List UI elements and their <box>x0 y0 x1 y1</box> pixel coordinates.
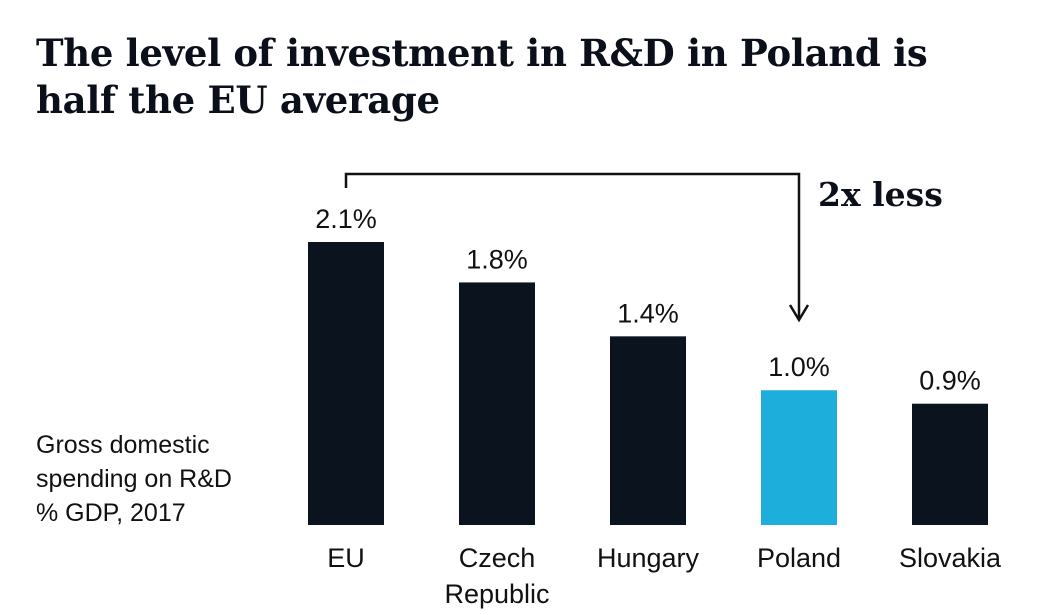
category-label-3-line-0: Poland <box>757 543 841 573</box>
category-label-1-line-0: Czech <box>459 543 536 573</box>
category-label-1: Czech Republic <box>444 543 549 609</box>
category-label-0-line-0: EU <box>327 543 365 573</box>
category-label-2-line-0: Hungary <box>597 543 700 573</box>
chart-title: The level of investment in R&D in Poland… <box>36 31 928 122</box>
comparison-annotation: 2x less <box>818 175 943 214</box>
value-label-2: 1.4% <box>617 298 679 328</box>
category-label-3: Poland <box>757 543 841 573</box>
category-label-1-line-1: Republic <box>444 579 549 609</box>
value-label-1: 1.8% <box>466 244 528 274</box>
value-label-3: 1.0% <box>768 352 830 382</box>
bar-2 <box>610 336 686 525</box>
value-label-4: 0.9% <box>919 366 981 396</box>
bar-4 <box>912 403 988 525</box>
bar-1 <box>459 282 535 525</box>
category-label-0: EU <box>327 543 365 573</box>
category-label-4-line-0: Slovakia <box>899 543 1002 573</box>
y-axis-label-line-2: spending on R&D <box>36 465 232 493</box>
value-label-0: 2.1% <box>315 204 377 234</box>
category-label-4: Slovakia <box>899 543 1002 573</box>
bar-3 <box>761 390 837 525</box>
category-label-2: Hungary <box>597 543 700 573</box>
y-axis-label-line-3: % GDP, 2017 <box>36 499 186 527</box>
y-axis-label-line-1: Gross domestic <box>36 431 210 459</box>
bar-0 <box>308 242 384 525</box>
arrow-head-icon <box>788 304 810 323</box>
comparison-bracket <box>344 172 801 318</box>
y-axis-label: Gross domestic spending on R&D % GDP, 20… <box>36 428 276 530</box>
